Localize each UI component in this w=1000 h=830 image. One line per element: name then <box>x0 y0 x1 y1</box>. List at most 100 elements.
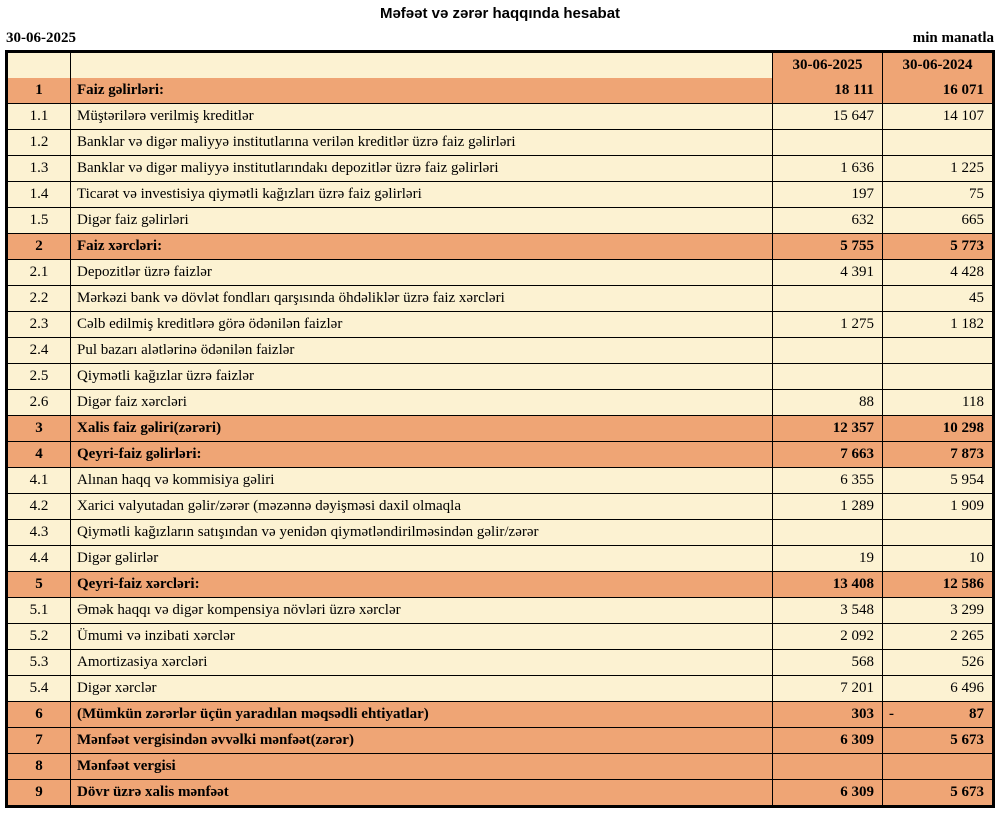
row-label-cell: Qeyri-faiz gəlirləri: <box>70 442 772 467</box>
table-row: 9 Dövr üzrə xalis mənfəət 6 309 5 673 <box>8 779 992 805</box>
header-2024-cell: 30-06-2024 <box>882 53 992 78</box>
row-label-cell: Amortizasiya xərcləri <box>70 650 772 675</box>
row-label-cell: (Mümkün zərərlər üçün yaradılan məqsədli… <box>70 702 772 727</box>
row-label-cell: Xarici valyutadan gəlir/zərər (məzənnə d… <box>70 494 772 519</box>
value-2024-cell: 4 428 <box>882 260 992 285</box>
value-2025-cell <box>772 520 882 545</box>
value-2025-cell: 4 391 <box>772 260 882 285</box>
table-row: 1 Faiz gəlirləri: 18 111 16 071 <box>8 78 992 103</box>
value-2025-cell <box>772 338 882 363</box>
row-label-cell: Qeyri-faiz xərcləri: <box>70 572 772 597</box>
value-2025-cell: 12 357 <box>772 416 882 441</box>
value-2025-cell: 6 309 <box>772 728 882 753</box>
value-2025-cell <box>772 286 882 311</box>
row-label-cell: Cəlb edilmiş kreditlərə görə ödənilən fa… <box>70 312 772 337</box>
row-label-cell: Ticarət və investisiya qiymətli kağızlar… <box>70 182 772 207</box>
table-row: 5.2 Ümumi və inzibati xərclər 2 092 2 26… <box>8 623 992 649</box>
value-2025-cell: 6 309 <box>772 780 882 805</box>
row-number-cell: 4.1 <box>29 472 49 488</box>
row-label-cell: Əmək haqqı və digər kompensiya növləri ü… <box>70 598 772 623</box>
table-row: 4.3 Qiymətli kağızların satışından və ye… <box>8 519 992 545</box>
value-2024-cell: 665 <box>882 208 992 233</box>
table-row: 2.5 Qiymətli kağızlar üzrə faizlər <box>8 363 992 389</box>
row-number-cell: 2.2 <box>29 290 49 306</box>
value-2024-cell: 75 <box>882 182 992 207</box>
row-number-cell: 2 <box>35 238 43 254</box>
value-2024-cell: 526 <box>882 650 992 675</box>
row-number-cell: 1.4 <box>29 186 49 202</box>
header-number-cell <box>8 53 70 78</box>
header-description-cell <box>70 53 772 78</box>
table-row: 2.1 Depozitlər üzrə faizlər 4 391 4 428 <box>8 259 992 285</box>
header-2025-cell: 30-06-2025 <box>772 53 882 78</box>
row-number-cell: 2.5 <box>29 368 49 384</box>
value-2024-cell: 10 <box>882 546 992 571</box>
row-number-cell: 1.5 <box>29 212 49 228</box>
row-label-cell: Mənfəət vergisi <box>70 754 772 779</box>
table-header-row: 30-06-2025 30-06-2024 <box>8 53 992 78</box>
profit-loss-table: 30-06-2025 30-06-2024 1 Faiz gəlirləri: … <box>5 50 995 808</box>
table-row: 7 Mənfəət vergisindən əvvəlki mənfəət(zə… <box>8 727 992 753</box>
value-2024-cell: 6 496 <box>882 676 992 701</box>
table-row: 2 Faiz xərcləri: 5 755 5 773 <box>8 233 992 259</box>
value-2024-cell: 10 298 <box>882 416 992 441</box>
value-2024-cell: 118 <box>882 390 992 415</box>
table-row: 2.3 Cəlb edilmiş kreditlərə görə ödənilə… <box>8 311 992 337</box>
row-number-cell: 9 <box>35 784 43 800</box>
value-2024-cell <box>882 754 992 779</box>
table-row: 5.1 Əmək haqqı və digər kompensiya növlə… <box>8 597 992 623</box>
row-number-cell: 5.1 <box>29 602 49 618</box>
value-2024-cell <box>882 130 992 155</box>
value-2025-cell: 632 <box>772 208 882 233</box>
value-2024-cell: 16 071 <box>882 78 992 103</box>
value-2025-cell <box>772 130 882 155</box>
value-2025-cell <box>772 754 882 779</box>
row-number-cell: 1 <box>35 82 43 98</box>
value-2024-cell: 1 182 <box>882 312 992 337</box>
value-2025-cell: 1 289 <box>772 494 882 519</box>
row-label-cell: Depozitlər üzrə faizlər <box>70 260 772 285</box>
value-2025-cell: 2 092 <box>772 624 882 649</box>
row-label-cell: Dövr üzrə xalis mənfəət <box>70 780 772 805</box>
row-label-cell: Digər gəlirlər <box>70 546 772 571</box>
value-2024-cell <box>882 520 992 545</box>
row-number-cell: 2.3 <box>29 316 49 332</box>
table-row: 2.6 Digər faiz xərcləri 88 118 <box>8 389 992 415</box>
table-row: 3 Xalis faiz gəliri(zərəri) 12 357 10 29… <box>8 415 992 441</box>
row-number-cell: 5 <box>35 576 43 592</box>
table-row: 5.3 Amortizasiya xərcləri 568 526 <box>8 649 992 675</box>
value-2024-cell <box>882 364 992 389</box>
row-number-cell: 4 <box>35 446 43 462</box>
value-2025-cell: 1 275 <box>772 312 882 337</box>
row-label-cell: Digər faiz xərcləri <box>70 390 772 415</box>
value-2025-cell: 18 111 <box>772 78 882 103</box>
value-2025-cell: 15 647 <box>772 104 882 129</box>
row-label-cell: Mənfəət vergisindən əvvəlki mənfəət(zərə… <box>70 728 772 753</box>
value-2025-cell: 197 <box>772 182 882 207</box>
row-label-cell: Banklar və digər maliyyə institutlarında… <box>70 156 772 181</box>
value-2025-cell: 7 663 <box>772 442 882 467</box>
row-number-cell: 7 <box>35 732 43 748</box>
value-2024-cell: 14 107 <box>882 104 992 129</box>
value-2025-cell: 7 201 <box>772 676 882 701</box>
value-2024-cell: 7 873 <box>882 442 992 467</box>
table-body: 1 Faiz gəlirləri: 18 111 16 071 1.1 Müşt… <box>8 78 992 805</box>
row-label-cell: Alınan haqq və kommisiya gəliri <box>70 468 772 493</box>
table-row: 5.4 Digər xərclər 7 201 6 496 <box>8 675 992 701</box>
value-2024-cell: 5 954 <box>882 468 992 493</box>
table-row: 1.2 Banklar və digər maliyyə institutlar… <box>8 129 992 155</box>
value-2025-cell <box>772 364 882 389</box>
row-number-cell: 1.3 <box>29 160 49 176</box>
row-number-cell: 2.4 <box>29 342 49 358</box>
row-number-cell: 6 <box>35 706 43 722</box>
value-2025-cell: 303 <box>772 702 882 727</box>
row-label-cell: Ümumi və inzibati xərclər <box>70 624 772 649</box>
row-number-cell: 2.1 <box>29 264 49 280</box>
row-label-cell: Mərkəzi bank və dövlət fondları qarşısın… <box>70 286 772 311</box>
row-number-cell: 5.3 <box>29 654 49 670</box>
row-label-cell: Banklar və digər maliyyə institutlarına … <box>70 130 772 155</box>
value-2024-cell: 12 586 <box>882 572 992 597</box>
value-2024-cell: 2 265 <box>882 624 992 649</box>
value-2024-cell: 5 673 <box>882 780 992 805</box>
row-label-cell: Faiz gəlirləri: <box>70 78 772 103</box>
